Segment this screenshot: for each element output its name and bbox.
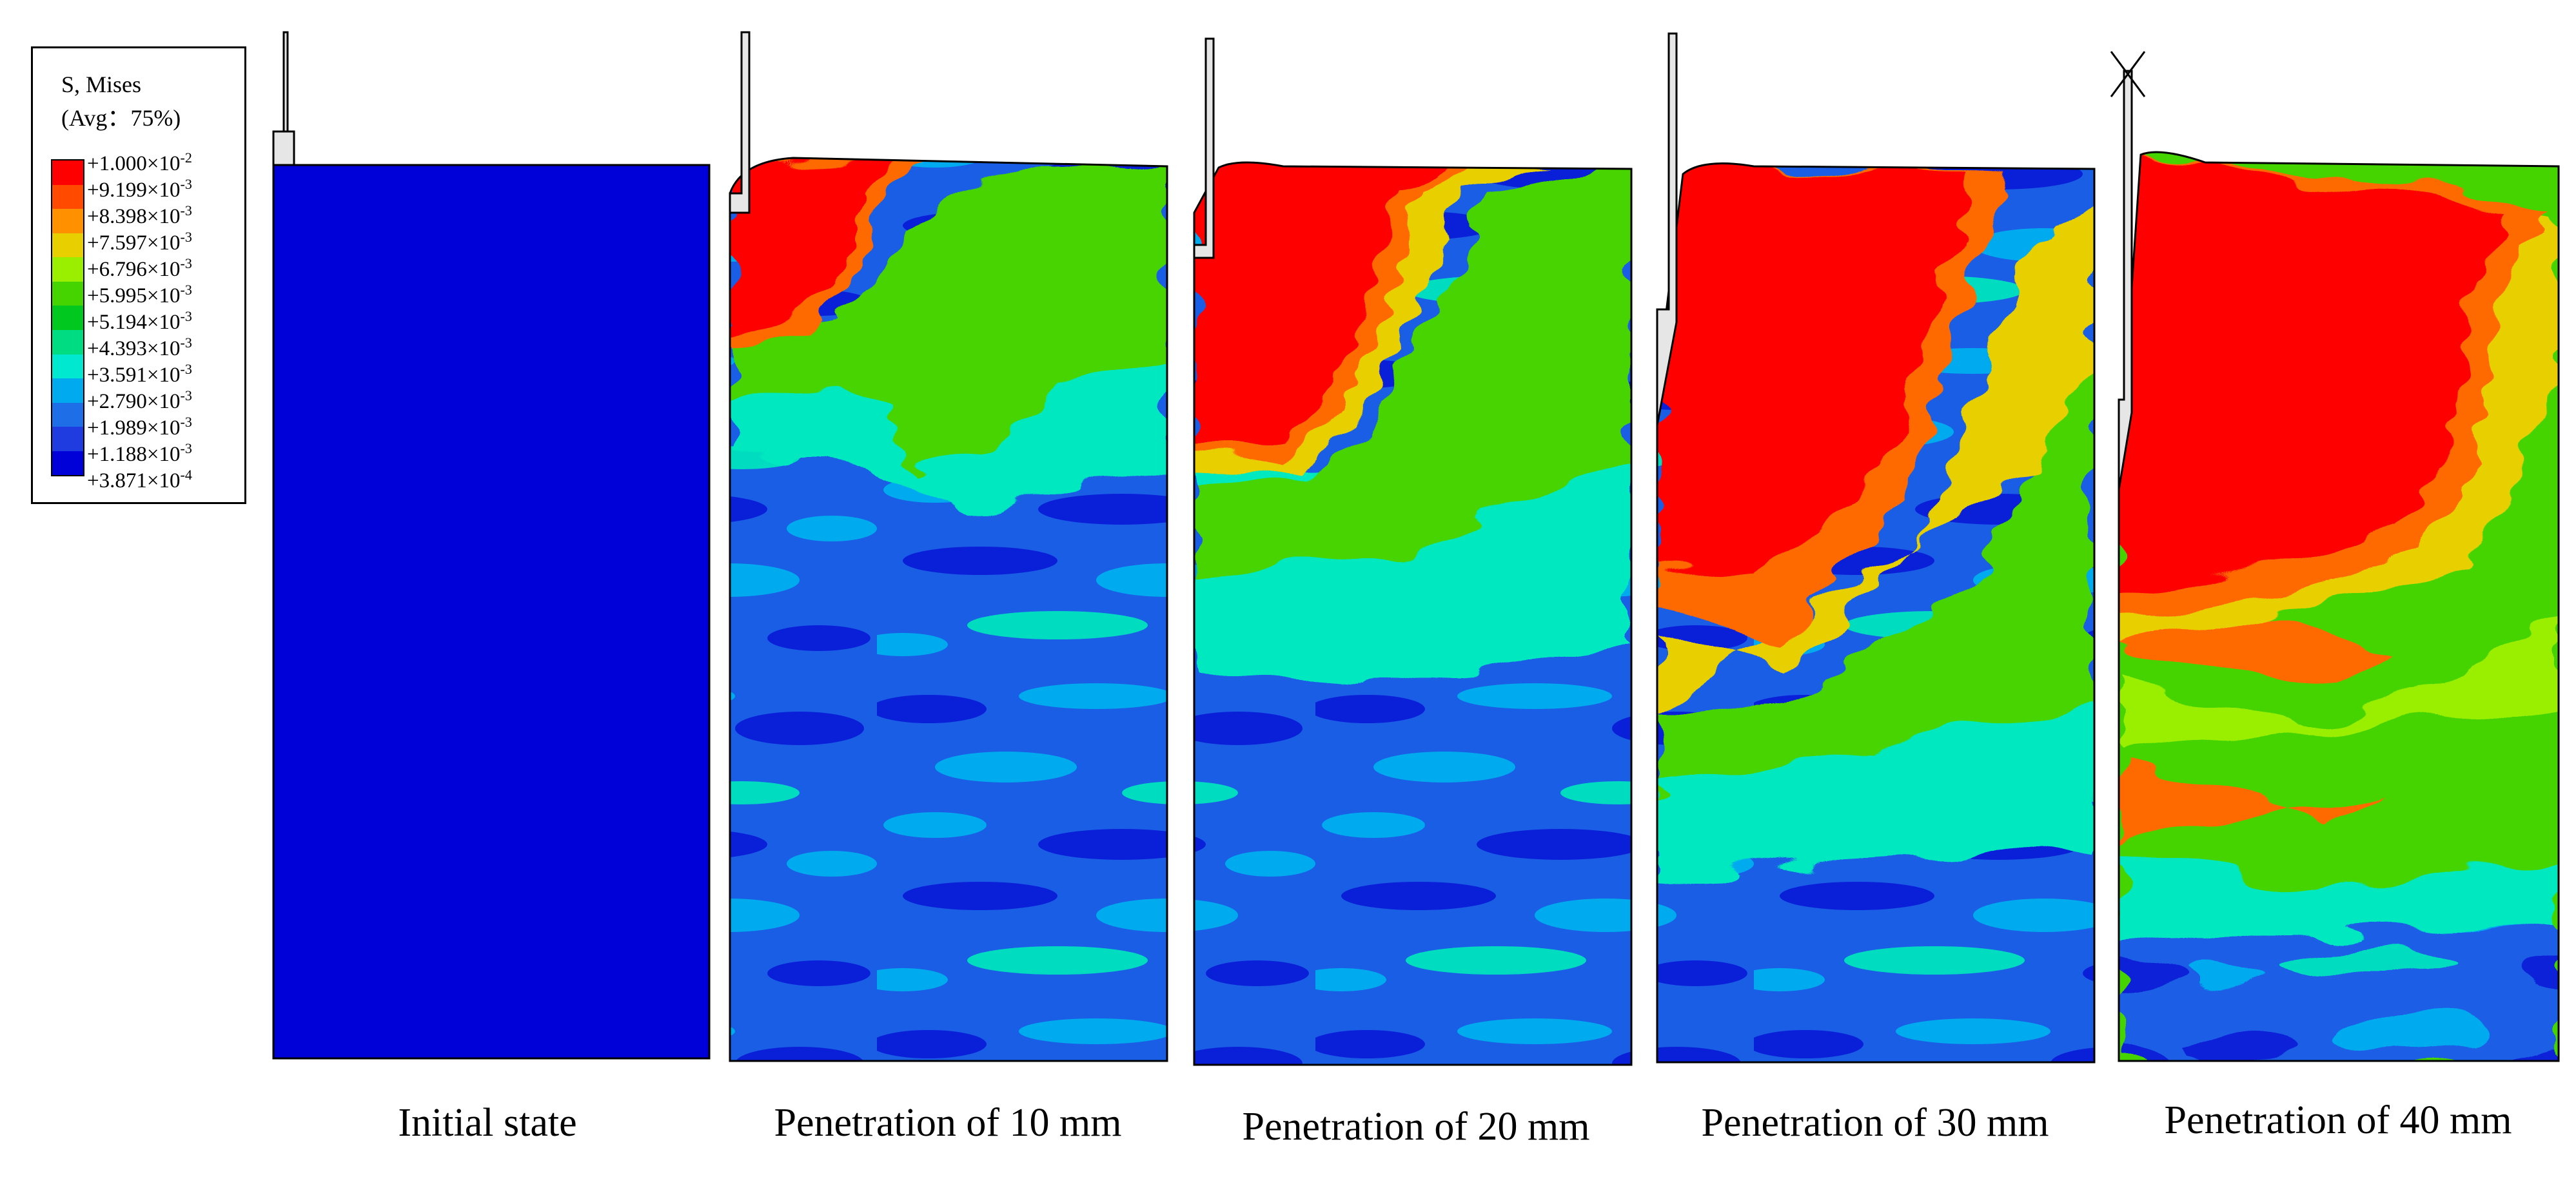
legend-swatch-2 <box>52 184 83 209</box>
indenter-tool <box>729 31 751 214</box>
indenter-tool <box>2118 70 2133 491</box>
caption-penetration-10mm: Penetration of 10 mm <box>774 1101 1122 1145</box>
caption-penetration-20mm: Penetration of 20 mm <box>1242 1105 1590 1149</box>
legend-tick: +1.000×10-2 <box>87 150 192 175</box>
legend-swatch-5 <box>52 257 83 282</box>
legend-tick: +9.199×10-3 <box>87 176 192 202</box>
panel-penetration-30mm <box>1656 32 2096 1064</box>
panel-penetration-40mm <box>2110 51 2560 1062</box>
caption-penetration-30mm: Penetration of 30 mm <box>1701 1101 2049 1145</box>
legend-swatch-6 <box>52 281 83 306</box>
legend-swatch-13 <box>52 451 83 475</box>
legend-tick: +3.591×10-3 <box>87 361 192 387</box>
legend-tick: +5.194×10-3 <box>87 308 192 334</box>
legend-swatch-1 <box>52 160 83 185</box>
legend-swatch-11 <box>52 402 83 427</box>
caption-penetration-40mm: Penetration of 40 mm <box>2164 1098 2512 1142</box>
indenter-top-marker <box>2110 51 2146 97</box>
legend-swatch-3 <box>52 209 83 233</box>
legend-tick: +5.995×10-3 <box>87 282 192 307</box>
panel-penetration-10mm <box>729 31 1168 1062</box>
legend-swatch-8 <box>52 330 83 355</box>
legend-tick: +2.790×10-3 <box>87 387 192 413</box>
panel-penetration-20mm <box>1193 37 1633 1066</box>
indenter-tool <box>1193 37 1215 259</box>
caption-initial-state: Initial state <box>398 1101 577 1145</box>
legend-swatch-9 <box>52 354 83 379</box>
legend-swatch-4 <box>52 233 83 258</box>
legend-swatch-12 <box>52 427 83 451</box>
legend-title: S, Mises <box>61 72 142 97</box>
legend-tick: +8.398×10-3 <box>87 202 192 228</box>
legend-tick: +1.989×10-3 <box>87 414 192 440</box>
legend-tick: +7.597×10-3 <box>87 229 192 255</box>
legend-swatch-10 <box>52 378 83 403</box>
stress-legend: S, Mises (Avg：75%) +1.000×10-2 +9.199×10… <box>31 46 246 504</box>
indenter-tool <box>1656 32 1678 426</box>
legend-tick: +6.796×10-3 <box>87 255 192 281</box>
legend-swatch-7 <box>52 306 83 331</box>
legend-tick: +4.393×10-3 <box>87 335 192 360</box>
soil-domain <box>272 164 711 1060</box>
legend-tick: +1.188×10-3 <box>87 440 192 466</box>
legend-color-bar <box>51 159 84 476</box>
legend-tick: +3.871×10-4 <box>87 467 192 492</box>
legend-subtitle: (Avg：75%) <box>61 105 181 131</box>
panel-initial-state <box>272 31 711 1060</box>
